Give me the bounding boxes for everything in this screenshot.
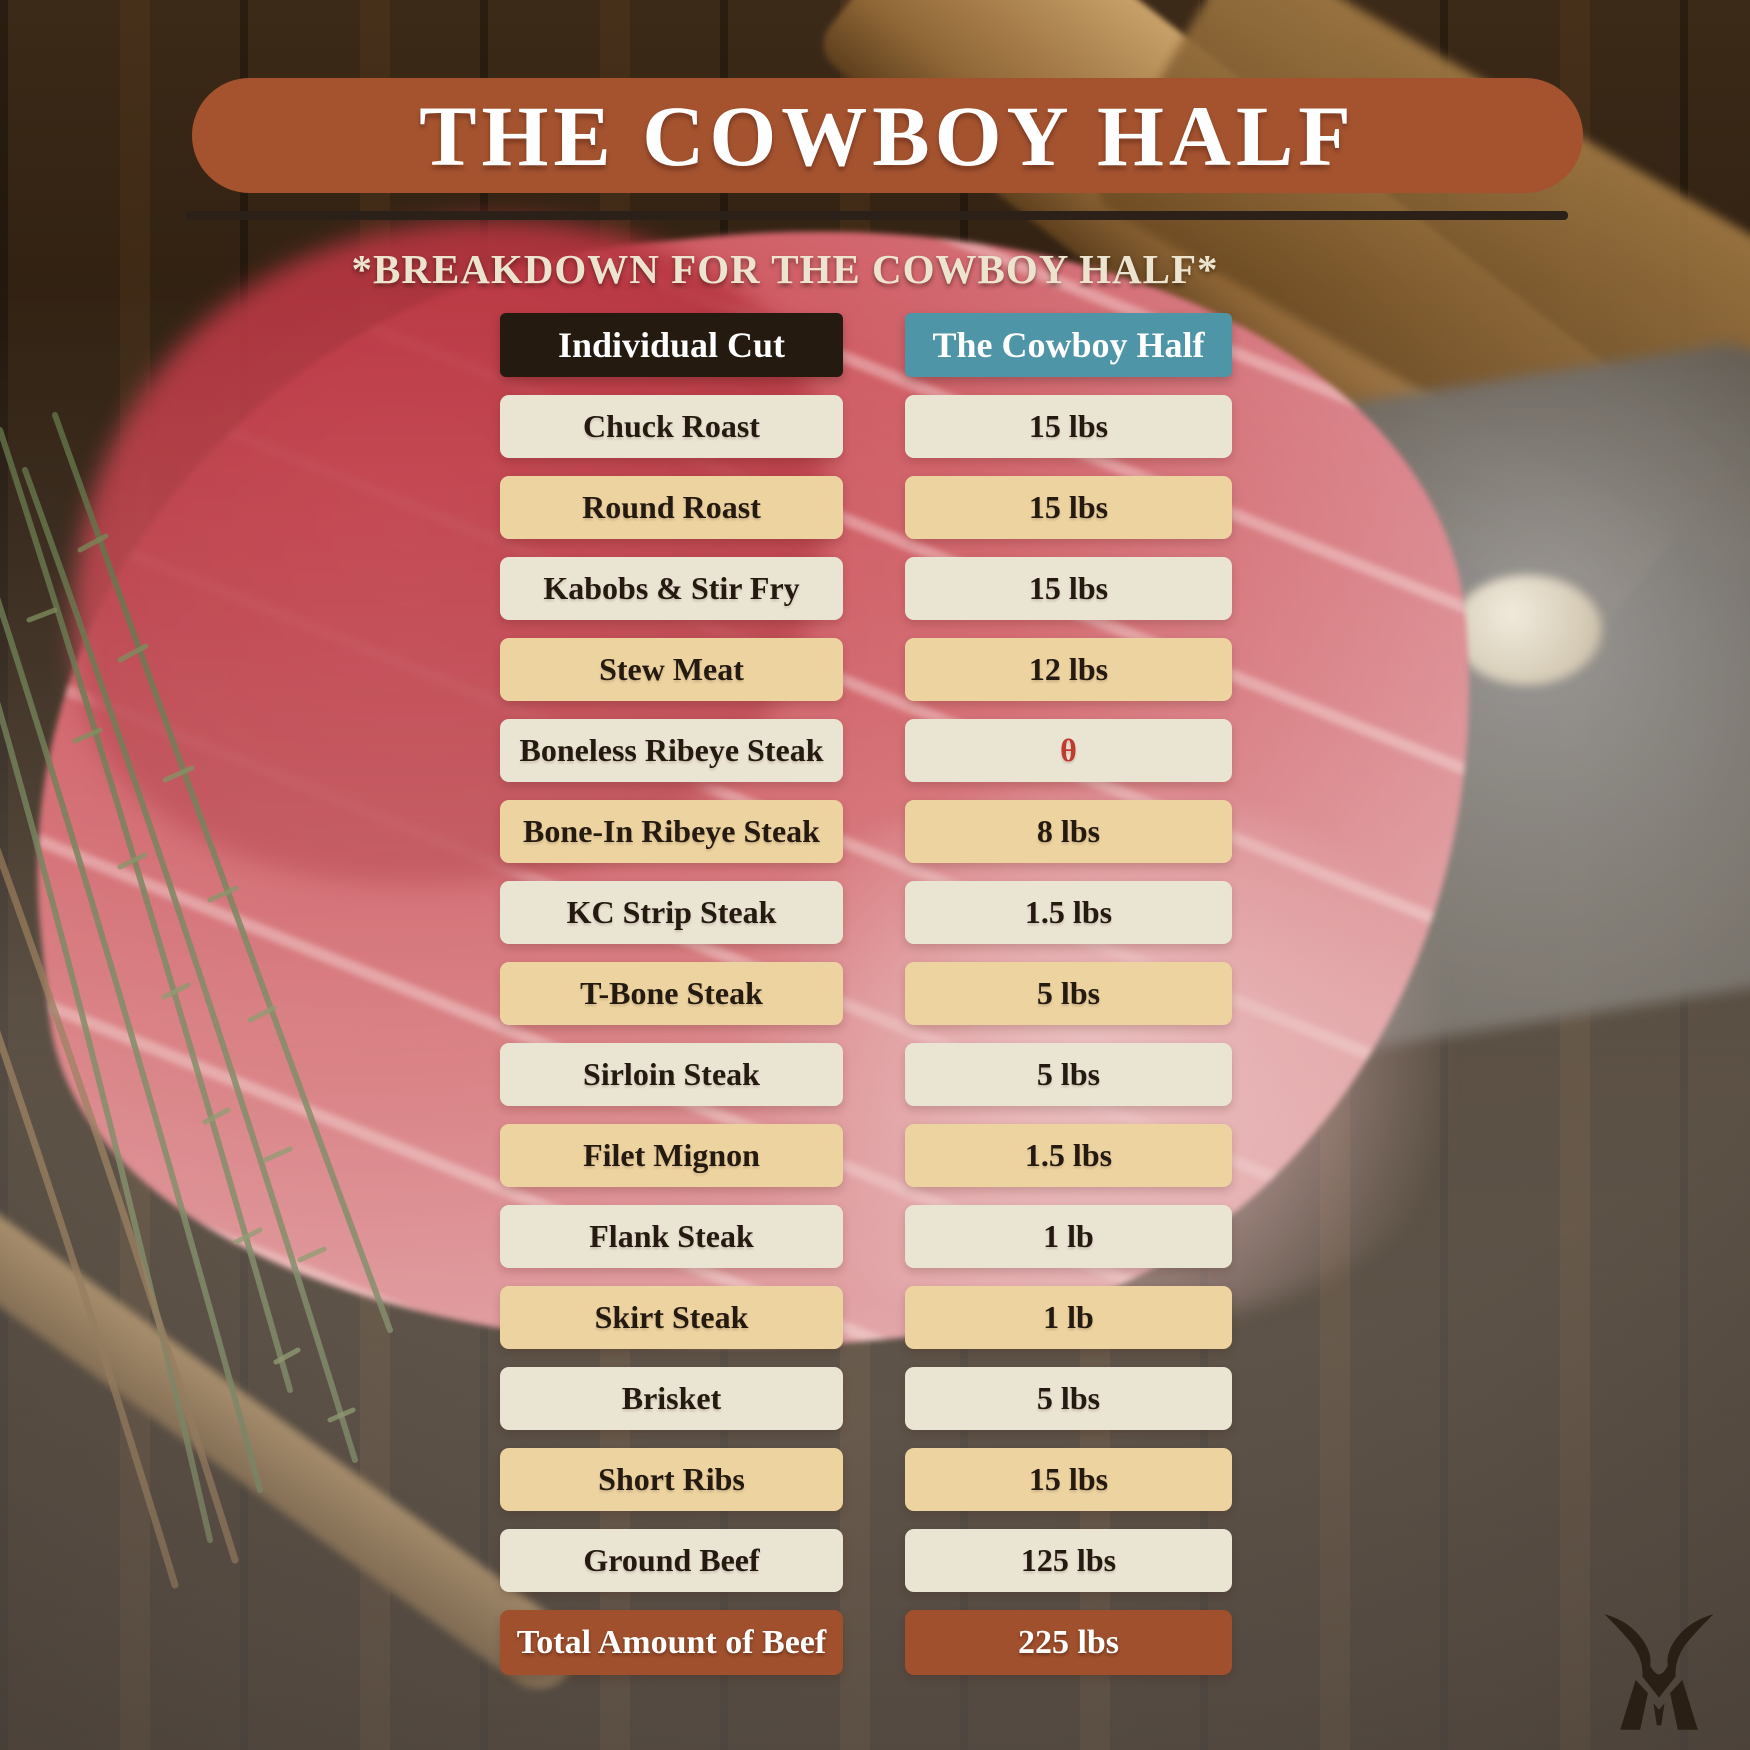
cut-cell: Ground Beef (500, 1529, 843, 1592)
amount-cell: 5 lbs (905, 1367, 1232, 1430)
table-row: Ground Beef 125 lbs (0, 1529, 1750, 1592)
cut-cell: Boneless Ribeye Steak (500, 719, 843, 782)
table-row: KC Strip Steak 1.5 lbs (0, 881, 1750, 944)
amount-cell: 5 lbs (905, 1043, 1232, 1106)
cut-cell: Stew Meat (500, 638, 843, 701)
divider-line (186, 211, 1568, 220)
amount-cell: 1 lb (905, 1286, 1232, 1349)
column-header-individual-cut: Individual Cut (500, 313, 843, 377)
cut-cell: Short Ribs (500, 1448, 843, 1511)
total-amount-cell: 225 lbs (905, 1610, 1232, 1675)
amount-cell: 1.5 lbs (905, 1124, 1232, 1187)
table-row: Bone-In Ribeye Steak 8 lbs (0, 800, 1750, 863)
cut-cell: T-Bone Steak (500, 962, 843, 1025)
table-row: Chuck Roast 15 lbs (0, 395, 1750, 458)
cut-cell: Round Roast (500, 476, 843, 539)
amount-cell: 1.5 lbs (905, 881, 1232, 944)
table-row: Round Roast 15 lbs (0, 476, 1750, 539)
amount-cell: 12 lbs (905, 638, 1232, 701)
garlic-clove (1452, 575, 1602, 685)
cut-cell: Bone-In Ribeye Steak (500, 800, 843, 863)
amount-cell: θ (905, 719, 1232, 782)
cut-cell: Chuck Roast (500, 395, 843, 458)
title-banner: THE COWBOY HALF (192, 78, 1583, 193)
table-row: Flank Steak 1 lb (0, 1205, 1750, 1268)
total-row: Total Amount of Beef 225 lbs (0, 1610, 1750, 1675)
table-row: Kabobs & Stir Fry 15 lbs (0, 557, 1750, 620)
cut-cell: Filet Mignon (500, 1124, 843, 1187)
cut-cell: KC Strip Steak (500, 881, 843, 944)
page-title: THE COWBOY HALF (419, 87, 1356, 184)
cut-cell: Sirloin Steak (500, 1043, 843, 1106)
table-row: Short Ribs 15 lbs (0, 1448, 1750, 1511)
bull-brand-icon (1604, 1614, 1714, 1730)
table-row: T-Bone Steak 5 lbs (0, 962, 1750, 1025)
cut-cell: Flank Steak (500, 1205, 843, 1268)
amount-cell: 5 lbs (905, 962, 1232, 1025)
subtitle: *BREAKDOWN FOR THE COWBOY HALF* (351, 246, 1219, 292)
thyme-herbs (0, 412, 393, 1589)
amount-cell: 15 lbs (905, 1448, 1232, 1511)
amount-cell: 15 lbs (905, 476, 1232, 539)
amount-cell: 15 lbs (905, 557, 1232, 620)
amount-cell: 8 lbs (905, 800, 1232, 863)
table-row: Filet Mignon 1.5 lbs (0, 1124, 1750, 1187)
column-header-cowboy-half: The Cowboy Half (905, 313, 1232, 377)
total-label-cell: Total Amount of Beef (500, 1610, 843, 1675)
cut-cell: Kabobs & Stir Fry (500, 557, 843, 620)
amount-cell: 15 lbs (905, 395, 1232, 458)
amount-cell: 1 lb (905, 1205, 1232, 1268)
cut-cell: Brisket (500, 1367, 843, 1430)
table-row: Brisket 5 lbs (0, 1367, 1750, 1430)
amount-cell: 125 lbs (905, 1529, 1232, 1592)
table-row: Stew Meat 12 lbs (0, 638, 1750, 701)
table-row: Boneless Ribeye Steak θ (0, 719, 1750, 782)
table-row: Sirloin Steak 5 lbs (0, 1043, 1750, 1106)
cut-cell: Skirt Steak (500, 1286, 843, 1349)
table-row: Skirt Steak 1 lb (0, 1286, 1750, 1349)
